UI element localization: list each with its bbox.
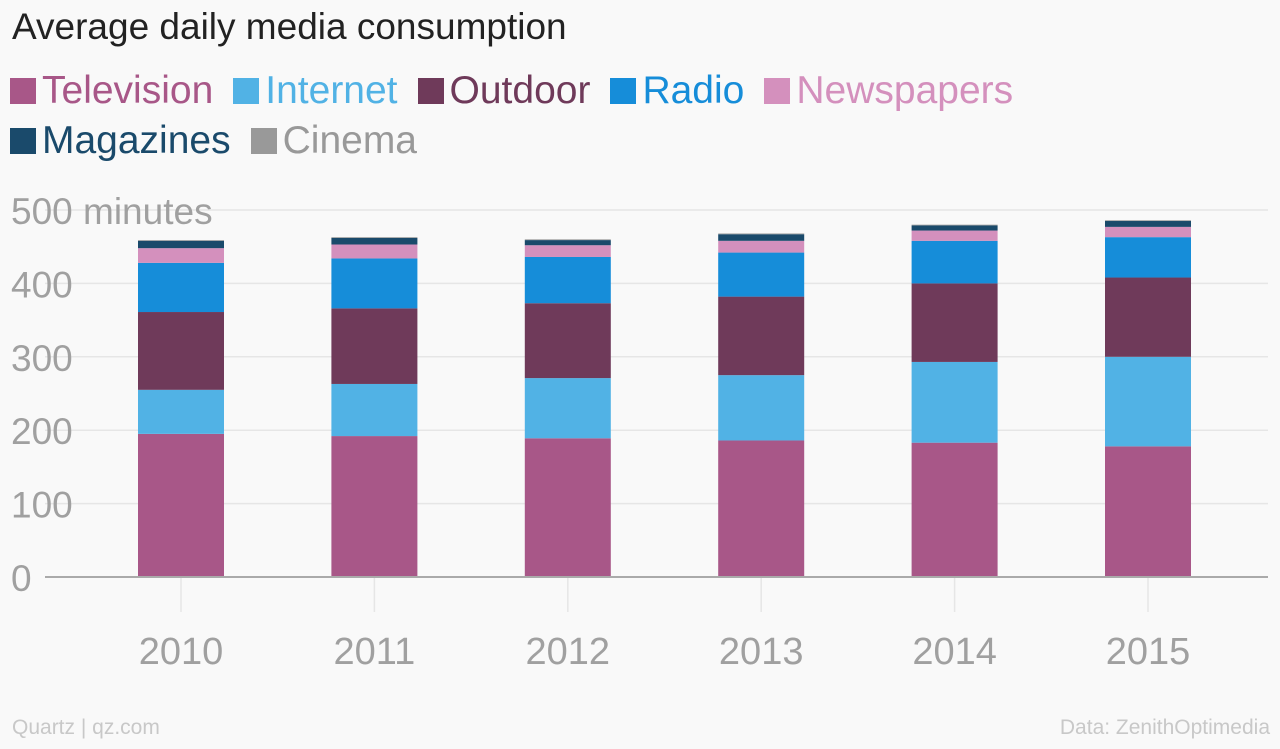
bar-internet-2015 xyxy=(1105,356,1191,447)
legend-item-magazines: Magazines xyxy=(10,116,231,166)
bar-television-2010 xyxy=(138,433,224,577)
legend-label: Cinema xyxy=(282,119,417,162)
bar-newspapers-2011 xyxy=(331,244,418,259)
bar-magazines-2014 xyxy=(911,225,998,231)
bar-radio-2014 xyxy=(911,240,998,284)
bar-television-2014 xyxy=(911,442,998,577)
legend-label: Internet xyxy=(265,69,398,112)
y-tick-label: 200 xyxy=(11,411,73,452)
legend-swatch xyxy=(250,128,277,154)
bar-cinema-2013 xyxy=(718,233,805,235)
bar-newspapers-2014 xyxy=(911,230,998,241)
legend-item-internet: Internet xyxy=(233,66,398,116)
bar-cinema-2011 xyxy=(331,237,418,238)
bar-television-2013 xyxy=(718,440,805,577)
legend-swatch xyxy=(10,78,36,104)
bar-magazines-2010 xyxy=(138,240,224,249)
bar-outdoor-2013 xyxy=(718,296,805,376)
legend-swatch xyxy=(610,78,637,104)
bar-outdoor-2011 xyxy=(331,308,418,384)
y-tick-label: 400 xyxy=(11,264,73,305)
bar-radio-2013 xyxy=(718,252,805,297)
x-tick-label: 2015 xyxy=(1106,631,1191,673)
bar-internet-2012 xyxy=(524,378,611,439)
legend-swatch xyxy=(233,78,260,104)
chart-title: Average daily media consumption xyxy=(12,6,567,47)
bar-radio-2012 xyxy=(524,256,611,304)
bar-internet-2011 xyxy=(331,383,418,437)
bar-newspapers-2012 xyxy=(524,245,611,257)
bar-radio-2010 xyxy=(138,262,224,313)
chart-legend: Television Internet Outdoor Radio Newspapers… xyxy=(10,66,1210,166)
bar-television-2015 xyxy=(1105,446,1191,577)
x-tick-label: 2012 xyxy=(526,631,611,673)
bar-outdoor-2012 xyxy=(524,303,611,379)
legend-item-television: Television xyxy=(10,66,213,116)
bar-cinema-2014 xyxy=(911,224,998,226)
bar-magazines-2015 xyxy=(1105,221,1191,227)
bar-radio-2015 xyxy=(1105,237,1191,278)
bar-television-2011 xyxy=(331,436,418,577)
x-tick-label: 2013 xyxy=(719,631,804,673)
legend-item-radio: Radio xyxy=(610,66,744,116)
legend-label: Television xyxy=(42,69,214,112)
legend-item-outdoor: Outdoor xyxy=(417,66,591,116)
x-tick-label: 2010 xyxy=(139,631,224,673)
bar-cinema-2010 xyxy=(138,240,224,241)
bar-outdoor-2010 xyxy=(138,312,224,390)
bar-outdoor-2014 xyxy=(911,283,998,362)
y-tick-label: 0 xyxy=(11,558,32,599)
bar-newspapers-2015 xyxy=(1105,226,1191,238)
legend-label: Newspapers xyxy=(796,69,1014,112)
legend-item-newspapers: Newspapers xyxy=(764,66,1013,116)
bar-cinema-2015 xyxy=(1105,220,1191,222)
footer-source: Data: ZenithOptimedia xyxy=(1059,716,1270,739)
bar-internet-2014 xyxy=(911,361,998,443)
y-tick-label: 100 xyxy=(11,485,73,526)
legend-label: Magazines xyxy=(42,119,231,162)
bar-radio-2011 xyxy=(331,258,418,309)
bar-cinema-2012 xyxy=(524,239,611,241)
bar-internet-2010 xyxy=(138,389,224,434)
bar-magazines-2012 xyxy=(524,240,611,246)
bar-television-2012 xyxy=(524,438,611,577)
x-tick-label: 2014 xyxy=(912,631,997,673)
bar-magazines-2013 xyxy=(718,234,805,241)
legend-swatch xyxy=(764,78,791,104)
legend-item-cinema: Cinema xyxy=(250,116,417,166)
footer-credit: Quartz | qz.com xyxy=(12,716,160,739)
bar-newspapers-2010 xyxy=(138,248,224,263)
y-tick-label: 300 xyxy=(11,338,73,379)
bar-magazines-2011 xyxy=(331,237,418,245)
legend-swatch xyxy=(417,78,444,104)
legend-label: Outdoor xyxy=(449,69,591,112)
legend-swatch xyxy=(10,128,36,154)
y-tick-label: 500 minutes xyxy=(11,191,213,232)
bar-outdoor-2015 xyxy=(1105,277,1191,357)
x-tick-label: 2011 xyxy=(334,631,416,673)
bar-newspapers-2013 xyxy=(718,240,805,253)
legend-label: Radio xyxy=(642,69,745,112)
bar-internet-2013 xyxy=(718,375,805,441)
